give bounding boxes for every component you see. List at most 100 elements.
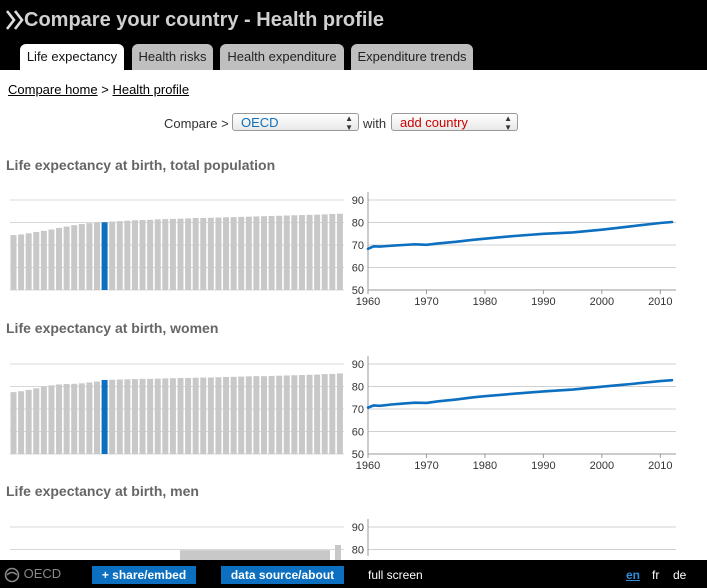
bar (253, 216, 260, 290)
bar (238, 216, 245, 290)
oecd-globe-icon (4, 567, 20, 582)
bar (238, 376, 245, 454)
bar (283, 375, 290, 454)
bar (131, 220, 138, 290)
y-tick-label: 90 (352, 195, 364, 207)
bar (131, 379, 138, 454)
bar (18, 234, 25, 290)
x-tick-label: 2010 (648, 296, 672, 308)
y-tick-label: 50 (352, 449, 364, 461)
footer-bar: OECD + share/embed data source/about ful… (0, 560, 707, 588)
bar (177, 377, 184, 454)
y-tick-label: 50 (352, 285, 364, 297)
chart-title-women: Life expectancy at birth, women (6, 320, 219, 336)
bar (215, 217, 222, 290)
lang-de[interactable]: de (673, 568, 687, 582)
bar (207, 377, 214, 454)
data-source-button[interactable]: data source/about (221, 566, 344, 584)
breadcrumb: Compare home > Health profile (8, 82, 189, 97)
bar (291, 375, 298, 454)
bar (185, 218, 192, 290)
breadcrumb-home-link[interactable]: Compare home (8, 82, 98, 97)
bar (147, 219, 154, 290)
x-tick-label: 1980 (473, 460, 497, 472)
x-tick-label: 1970 (414, 460, 438, 472)
lang-en[interactable]: en (626, 568, 641, 582)
bar (116, 221, 123, 290)
chart-title-men: Life expectancy at birth, men (6, 483, 199, 499)
bar (169, 218, 176, 290)
bar (40, 386, 47, 454)
x-tick-label: 1960 (356, 296, 380, 308)
bar (276, 215, 283, 290)
bar (25, 389, 32, 454)
bar (169, 378, 176, 454)
bar (10, 392, 17, 454)
x-tick-label: 2000 (590, 460, 614, 472)
bar (192, 377, 199, 454)
bar (63, 384, 70, 454)
oecd-logo-text: OECD (23, 566, 62, 581)
bar (336, 373, 343, 454)
breadcrumb-separator: > (101, 82, 109, 97)
bar (162, 219, 169, 290)
x-tick-label: 1970 (414, 296, 438, 308)
bar (33, 231, 40, 290)
bar (298, 375, 305, 454)
full-screen-button[interactable]: full screen (368, 568, 423, 582)
bar (192, 218, 199, 290)
bar (230, 217, 237, 290)
bar (230, 376, 237, 454)
y-tick-label: 60 (352, 427, 364, 439)
breadcrumb-current-link[interactable]: Health profile (112, 82, 190, 97)
bar (200, 377, 207, 454)
country-select[interactable]: OECD ▲ ▼ (232, 113, 359, 132)
add-country-value: add country (400, 115, 468, 130)
bar (33, 388, 40, 454)
bar (321, 374, 328, 454)
country-select-value: OECD (241, 115, 279, 130)
bar (154, 219, 161, 290)
chart-title-total: Life expectancy at birth, total populati… (6, 157, 276, 173)
lang-fr[interactable]: fr (652, 568, 660, 582)
bar (306, 374, 313, 454)
bar (56, 227, 63, 290)
bar (253, 376, 260, 454)
y-tick-label: 70 (352, 404, 364, 416)
tab-expenditure-trends[interactable]: Expenditure trends (351, 44, 473, 70)
bar (56, 384, 63, 454)
bar (101, 379, 108, 454)
share-embed-button[interactable]: + share/embed (92, 566, 196, 584)
bar (245, 376, 252, 454)
compare-label: Compare > (164, 116, 229, 131)
bar (154, 378, 161, 454)
bar (48, 385, 55, 454)
bar (48, 229, 55, 290)
bar (94, 381, 100, 454)
tab-health-expenditure[interactable]: Health expenditure (220, 44, 344, 70)
bar (215, 377, 222, 454)
bar (109, 379, 116, 454)
bar (268, 375, 275, 454)
bar (200, 218, 207, 290)
add-country-select[interactable]: add country ▲ ▼ (391, 113, 518, 132)
bar (10, 235, 17, 290)
select-arrows-icon: ▲ ▼ (504, 114, 512, 132)
bar (139, 378, 146, 454)
tab-health-risks[interactable]: Health risks (132, 44, 213, 70)
bar (329, 213, 336, 290)
double-chevron-icon (5, 10, 24, 30)
tab-life-expectancy[interactable]: Life expectancy (20, 44, 124, 70)
bar (40, 230, 47, 290)
bar (139, 220, 146, 290)
series-line (366, 378, 674, 409)
bar (86, 382, 93, 454)
bar (336, 213, 343, 290)
select-arrows-icon: ▲ ▼ (345, 114, 353, 132)
bar (124, 220, 131, 290)
app-title: Compare your country - Health profile (24, 9, 385, 31)
bar (306, 214, 313, 290)
x-tick-label: 1990 (531, 296, 555, 308)
bar (329, 373, 336, 454)
bar (124, 379, 131, 454)
